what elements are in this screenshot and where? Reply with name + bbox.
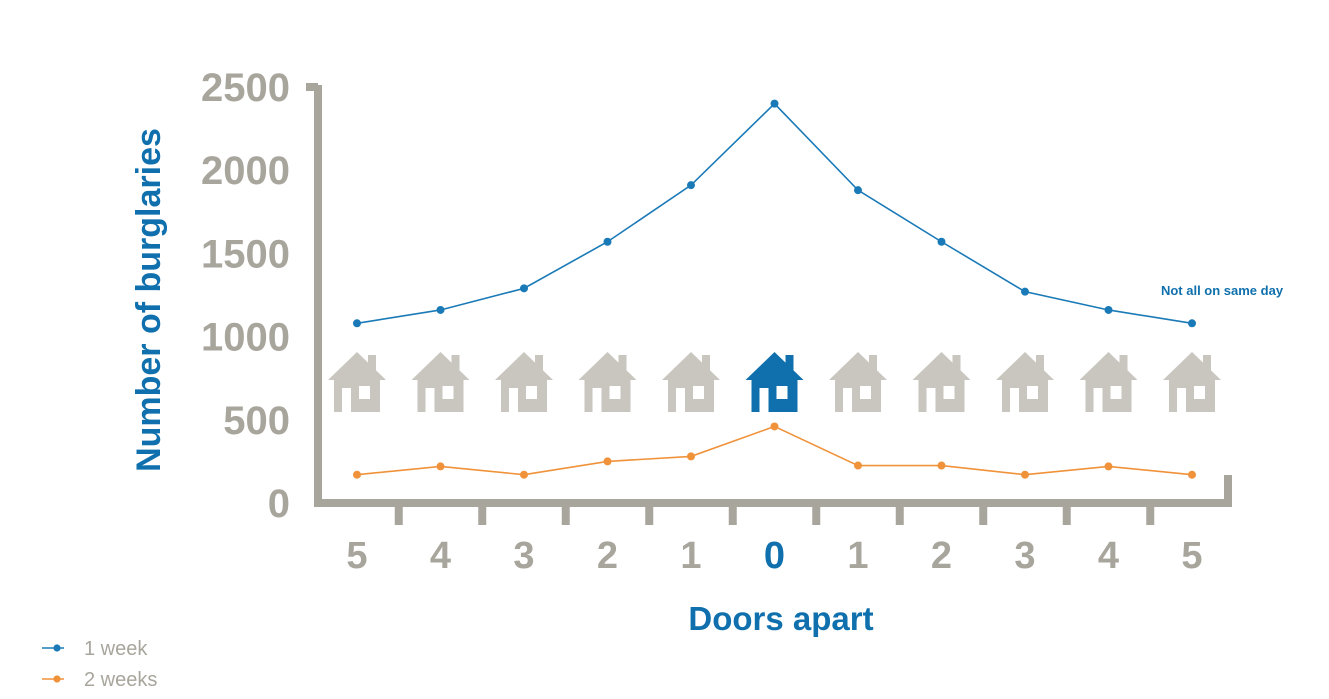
data-point <box>770 422 779 431</box>
x-tick-label: 2 <box>597 535 618 577</box>
series-line <box>356 102 1193 325</box>
y-tick-label: 500 <box>223 399 290 443</box>
data-point <box>854 461 862 470</box>
data-point <box>770 99 779 108</box>
data-point <box>436 305 445 314</box>
series-1-week <box>353 99 1196 328</box>
data-point <box>1021 470 1029 479</box>
x-tick-label: 5 <box>346 535 367 577</box>
y-tick-label: 0 <box>268 482 290 526</box>
x-tick-label: 0 <box>764 535 785 577</box>
series-layer <box>353 99 1196 479</box>
data-point <box>687 181 695 190</box>
data-point <box>1104 305 1113 314</box>
data-point <box>1188 319 1196 328</box>
x-tick-label: 2 <box>931 535 952 577</box>
y-tick-label: 2000 <box>201 149 290 193</box>
y-tick-label: 1500 <box>201 232 290 276</box>
data-point <box>520 284 528 293</box>
data-point <box>1188 470 1196 479</box>
house-icon <box>662 352 720 412</box>
x-tick-label: 3 <box>513 535 534 577</box>
house-icon <box>829 352 887 412</box>
data-point <box>353 470 361 479</box>
y-tick-label: 2500 <box>201 66 290 110</box>
house-icon <box>328 352 386 412</box>
house-row <box>328 352 1221 412</box>
x-tick-label: 1 <box>680 535 701 577</box>
legend-label: 2 weeks <box>84 669 157 691</box>
house-icon <box>996 352 1054 412</box>
data-point <box>353 319 361 328</box>
data-point <box>603 457 612 466</box>
y-tick-label: 1000 <box>201 316 290 360</box>
series-line <box>356 425 1193 476</box>
x-axis-label: Doors apart <box>688 600 873 637</box>
x-tick-label: 5 <box>1181 535 1202 577</box>
house-icon <box>912 352 971 412</box>
house-icon <box>1079 352 1138 412</box>
y-axis-label: Number of burglaries <box>130 128 168 472</box>
legend: 1 week 2 weeks <box>42 638 157 691</box>
data-point <box>603 237 612 246</box>
data-point <box>687 452 695 461</box>
legend-label: 1 week <box>84 638 148 660</box>
house-icon <box>578 352 637 412</box>
x-tick-label: 4 <box>1098 535 1119 577</box>
house-icon <box>495 352 553 412</box>
house-icon <box>411 352 470 412</box>
series-2-weeks <box>353 422 1196 479</box>
x-tick-label: 3 <box>1014 535 1035 577</box>
data-point <box>1021 287 1029 296</box>
annotation-text: Not all on same day <box>1161 283 1284 298</box>
data-point <box>436 462 445 471</box>
house-icon <box>1163 352 1221 412</box>
data-point <box>937 461 946 470</box>
legend-marker <box>53 675 61 683</box>
x-tick-label: 1 <box>847 535 868 577</box>
data-point <box>854 186 862 195</box>
data-point <box>937 237 946 246</box>
data-point <box>1104 462 1113 471</box>
legend-marker <box>53 644 61 652</box>
axes: 0 500 1000 1500 2000 2500 5 4 3 2 1 0 1 2 3 4 5 <box>201 66 1232 577</box>
house-icon <box>745 352 804 412</box>
x-tick-label: 4 <box>430 535 451 577</box>
data-point <box>520 470 528 479</box>
